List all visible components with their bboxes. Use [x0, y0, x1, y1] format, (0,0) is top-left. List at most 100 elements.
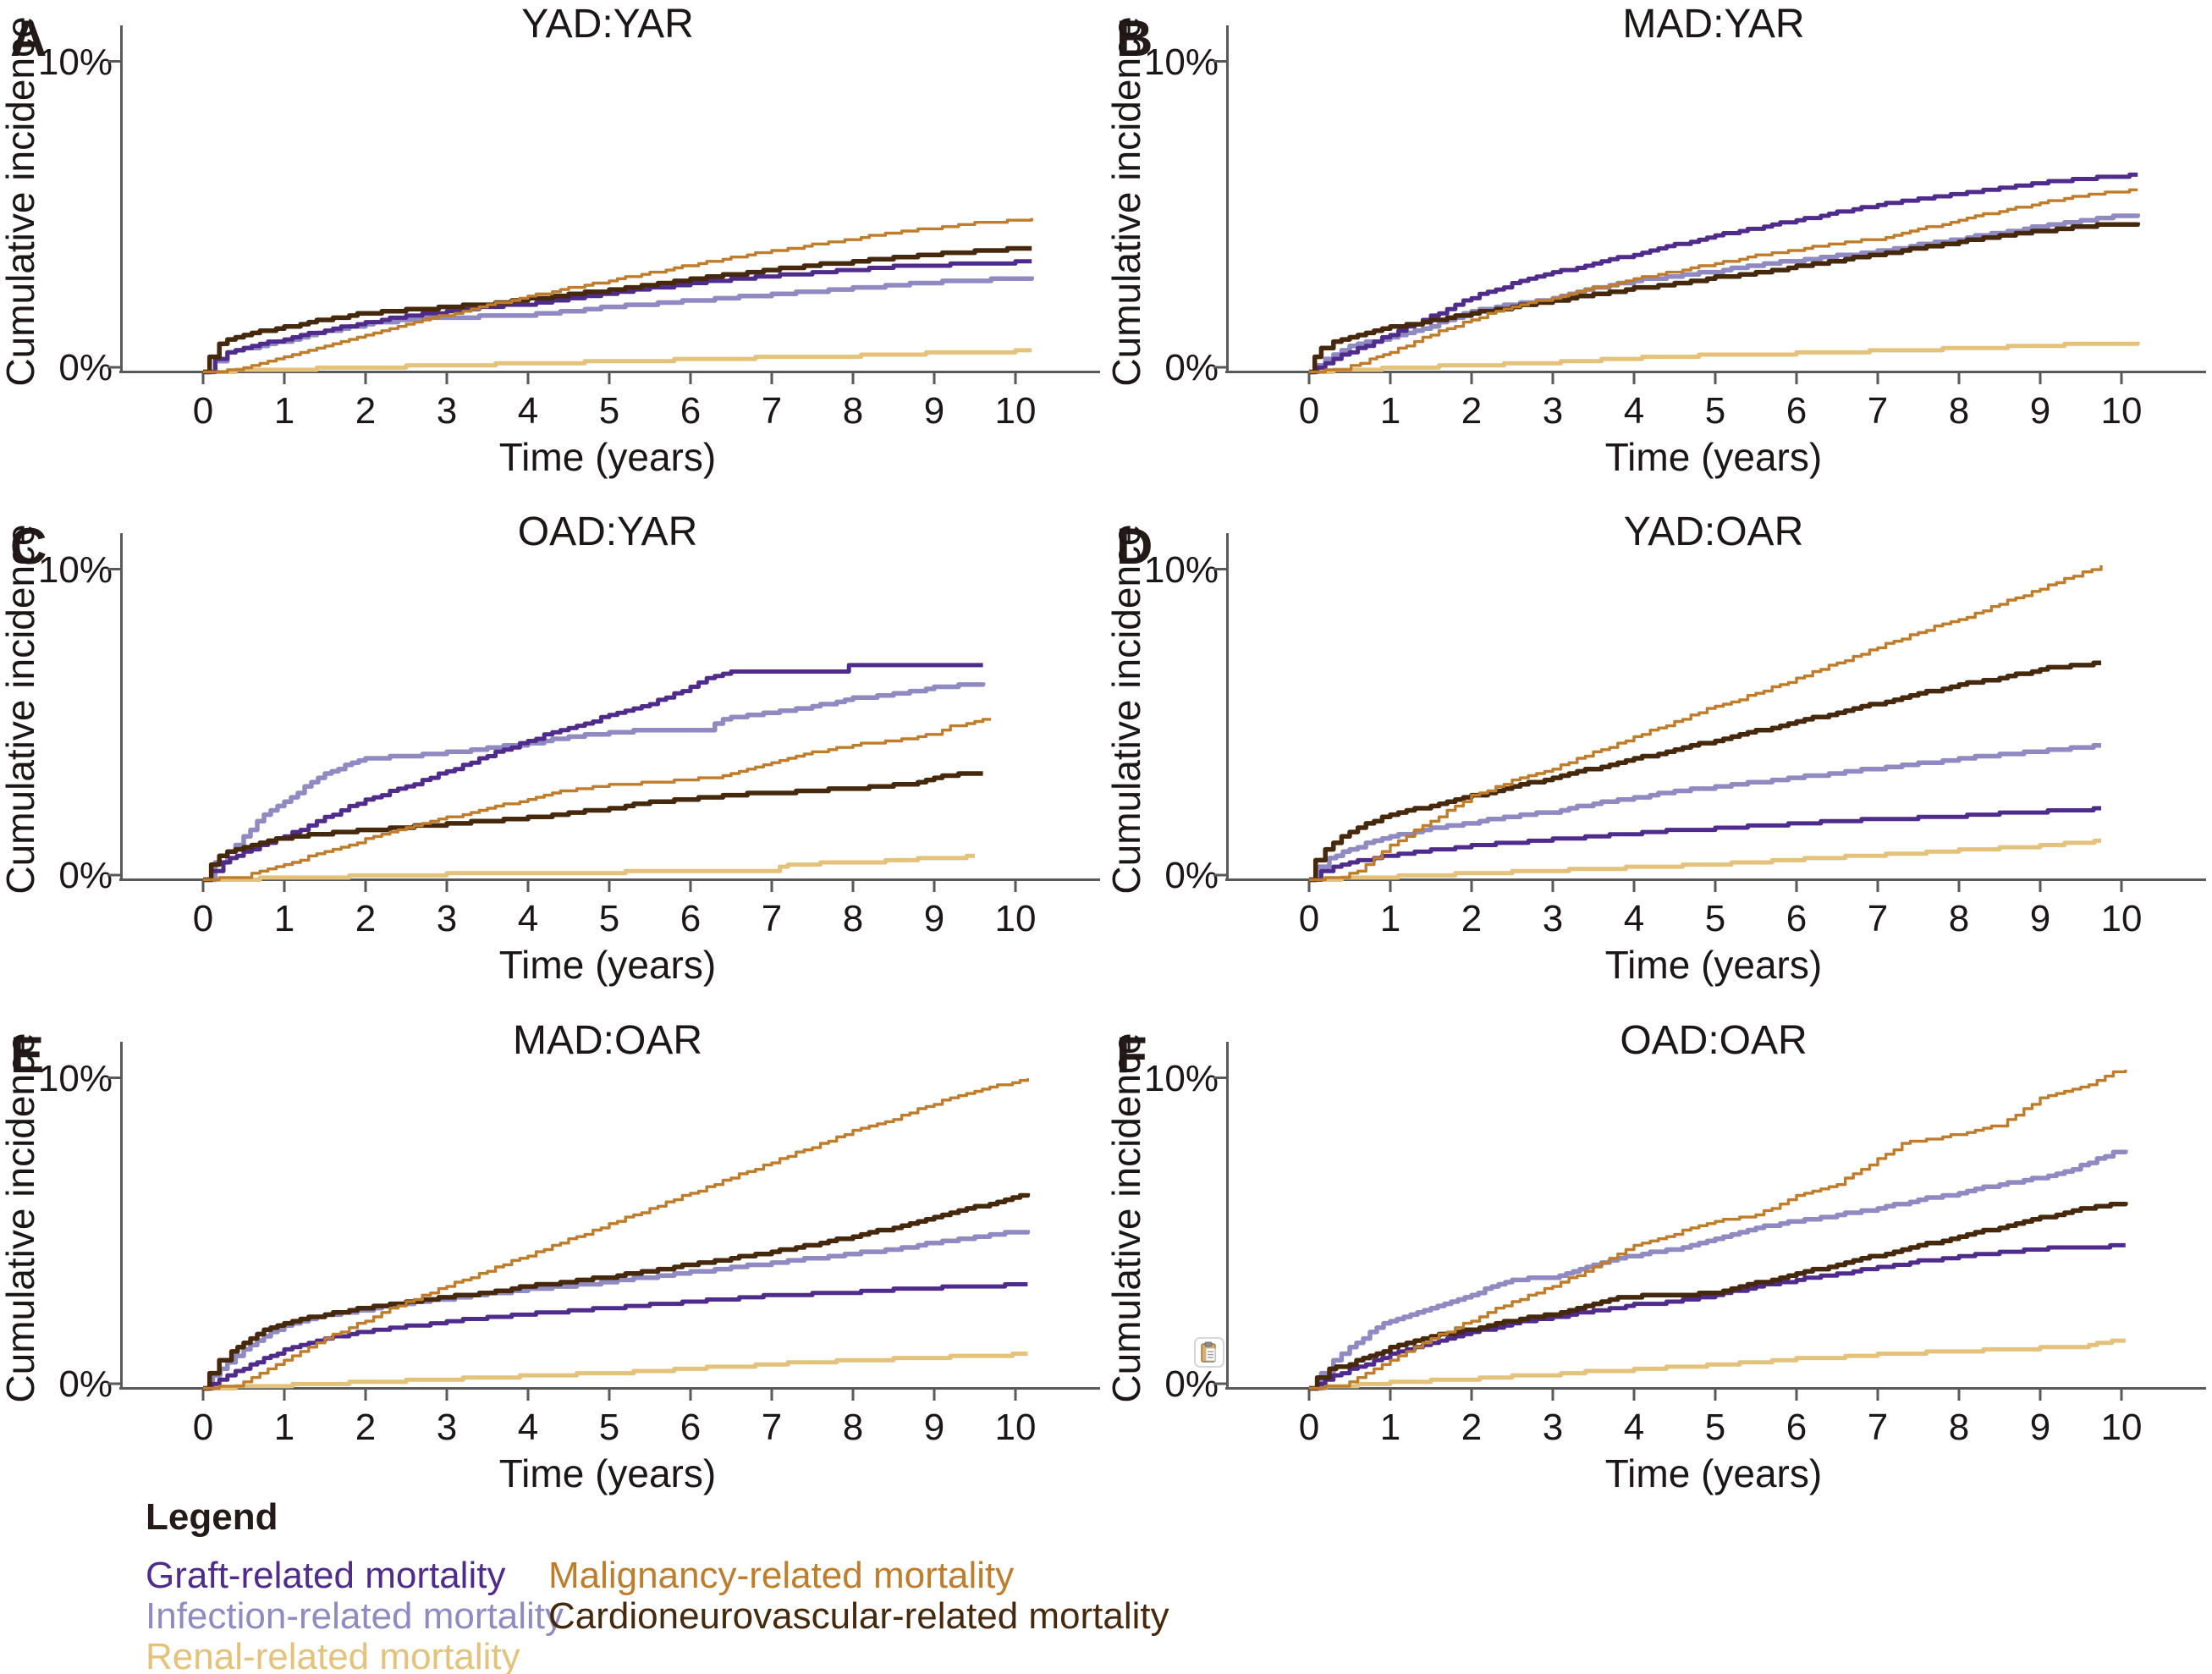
y-tick-label-10: 10%: [38, 549, 113, 591]
x-tick-label: 2: [1461, 390, 1482, 432]
x-tick-label: 4: [1624, 898, 1644, 939]
panel-title: MAD:YAR: [1622, 2, 1804, 47]
curve-graft-related-mortality: [1309, 806, 2101, 882]
x-tick-label: 1: [1380, 1407, 1400, 1448]
x-ticks: 0 1 2 3 4 5 6 7 8 9 10: [193, 880, 1036, 939]
x-tick-label: 6: [1786, 390, 1807, 432]
panel-b-plot: B MAD:YAR Cumulative incidence 10% 0% Ti…: [1104, 2, 2206, 479]
curves: [1309, 1069, 2128, 1391]
y-tick-label-10: 10%: [1144, 1058, 1219, 1099]
x-tick-label: 10: [995, 1407, 1037, 1448]
x-tick-label: 0: [193, 1407, 213, 1448]
x-tick-label: 9: [2030, 390, 2050, 432]
curves: [1309, 172, 2140, 375]
x-tick-label: 9: [924, 1407, 944, 1448]
panel-a-plot: A YAD:YAR Cumulative incidence 10% 0% Ti…: [0, 2, 1100, 479]
y-axis-label: Cumulative incidence: [0, 524, 42, 894]
y-tick-label-0: 0%: [58, 1363, 113, 1405]
panel-d-plot: D YAD:OAR Cumulative incidence 10% 0% Ti…: [1104, 509, 2206, 987]
x-axis-label: Time (years): [499, 943, 716, 987]
x-tick-label: 2: [355, 1407, 376, 1448]
y-tick-label-0: 0%: [58, 347, 113, 388]
x-tick-label: 3: [1543, 1407, 1563, 1448]
panel-letter: D: [1116, 518, 1153, 575]
curve-graft-related-mortality: [203, 1282, 1028, 1390]
x-tick-label: 8: [1949, 390, 1969, 432]
x-tick-label: 2: [1461, 1407, 1482, 1448]
x-tick-label: 4: [518, 898, 538, 939]
x-tick-label: 5: [599, 1407, 619, 1448]
x-tick-label: 0: [1299, 390, 1319, 432]
curve-infection-related-mortality: [203, 276, 1034, 375]
curve-renal-related-mortality: [1309, 838, 2101, 882]
legend: Legend Graft-related mortality Infection…: [146, 1496, 1246, 1674]
x-ticks: 0 1 2 3 4 5 6 7 8 9 10: [1299, 1389, 2143, 1448]
x-tick-label: 6: [1786, 1407, 1807, 1448]
x-tick-label: 5: [1705, 1407, 1725, 1448]
x-tick-label: 0: [193, 390, 213, 432]
panel-letter: F: [1116, 1027, 1147, 1083]
x-axis-label: Time (years): [499, 435, 716, 479]
curve-cardioneurovascular-related-mortality: [203, 771, 983, 883]
panel-e: E MAD:OAR Cumulative incidence 10% 0% Ti…: [0, 1016, 1106, 1524]
panel-letter: B: [1116, 10, 1153, 67]
x-tick-label: 0: [193, 898, 213, 939]
curve-infection-related-mortality: [1309, 1149, 2128, 1391]
y-tick-label-0: 0%: [58, 855, 113, 896]
x-tick-label: 3: [437, 898, 457, 939]
x-tick-label: 0: [1299, 898, 1319, 939]
curves: [203, 218, 1034, 375]
x-tick-label: 10: [2101, 898, 2143, 939]
curve-malignancy-related-mortality: [1309, 188, 2138, 374]
legend-item-malignancy: Malignancy-related mortality: [548, 1555, 1015, 1596]
x-tick-label: 4: [1624, 390, 1644, 432]
x-tick-label: 3: [1543, 390, 1563, 432]
legend-heading: Legend: [146, 1496, 278, 1538]
clipboard-icon[interactable]: [1194, 1337, 1224, 1368]
x-tick-label: 5: [599, 898, 619, 939]
x-tick-label: 9: [924, 898, 944, 939]
legend-item-renal: Renal-related mortality: [146, 1636, 520, 1674]
panel-c: C OAD:YAR Cumulative incidence 10% 0% Ti…: [0, 508, 1106, 1016]
x-tick-label: 4: [1624, 1407, 1644, 1448]
x-tick-label: 6: [680, 898, 701, 939]
panel-a: A YAD:YAR Cumulative incidence 10% 0% Ti…: [0, 0, 1106, 508]
curve-graft-related-mortality: [203, 663, 983, 882]
curve-renal-related-mortality: [203, 853, 975, 882]
curve-cardioneurovascular-related-mortality: [1309, 660, 2101, 883]
x-tick-label: 5: [1705, 898, 1725, 939]
x-tick-label: 2: [355, 390, 376, 432]
clipboard-glyph: [1201, 1341, 1216, 1363]
x-tick-label: 9: [2030, 898, 2050, 939]
legend-item-infection: Infection-related mortality: [146, 1595, 564, 1637]
x-tick-label: 4: [518, 1407, 538, 1448]
curve-malignancy-related-mortality: [203, 718, 992, 882]
x-axis-label: Time (years): [499, 1451, 716, 1495]
y-axis-label: Cumulative incidence: [0, 1032, 42, 1402]
panel-e-plot: E MAD:OAR Cumulative incidence 10% 0% Ti…: [0, 1018, 1100, 1495]
curve-cardioneurovascular-related-mortality: [1309, 222, 2140, 375]
x-tick-label: 1: [1380, 390, 1400, 432]
x-ticks: 0 1 2 3 4 5 6 7 8 9 10: [1299, 880, 2143, 939]
panel-title: OAD:YAR: [518, 509, 697, 554]
x-axis-label: Time (years): [1605, 1451, 1822, 1495]
x-tick-label: 7: [1868, 1407, 1888, 1448]
x-tick-label: 10: [2101, 1407, 2143, 1448]
y-tick-label-0: 0%: [1164, 1363, 1219, 1405]
x-tick-label: 3: [437, 390, 457, 432]
y-tick-label-10: 10%: [1144, 41, 1219, 83]
curve-malignancy-related-mortality: [203, 1078, 1030, 1390]
panel-d: D YAD:OAR Cumulative incidence 10% 0% Ti…: [1104, 508, 2212, 1016]
panel-title: OAD:OAR: [1620, 1018, 1807, 1063]
x-tick-label: 1: [274, 898, 294, 939]
panel-title: YAD:YAR: [521, 2, 694, 47]
x-tick-label: 3: [437, 1407, 457, 1448]
x-tick-label: 2: [1461, 898, 1482, 939]
y-tick-label-10: 10%: [1144, 549, 1219, 591]
curve-graft-related-mortality: [1309, 1242, 2126, 1390]
curve-infection-related-mortality: [203, 1230, 1031, 1391]
x-tick-label: 8: [843, 898, 863, 939]
x-tick-label: 9: [2030, 1407, 2050, 1448]
curves: [203, 1078, 1031, 1391]
